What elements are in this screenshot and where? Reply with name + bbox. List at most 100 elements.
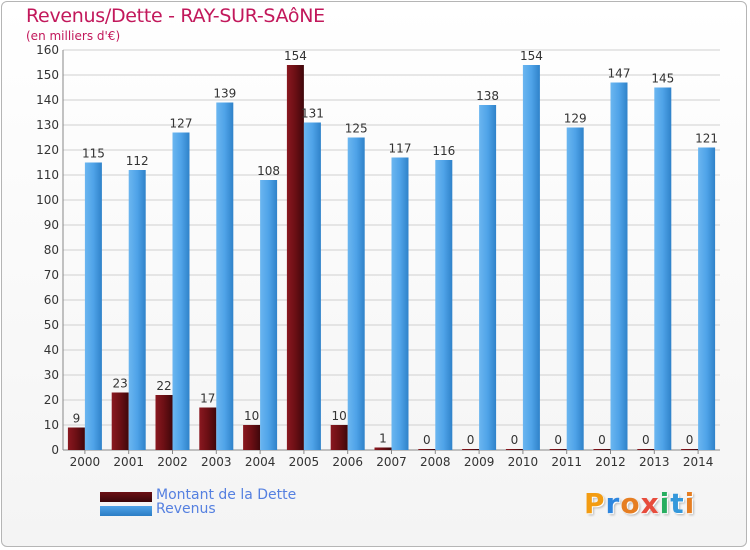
bar-revenue: [610, 82, 628, 450]
data-label-debt: 0: [423, 433, 431, 447]
data-label-revenue: 145: [651, 72, 674, 86]
y-tick-label: 20: [44, 393, 59, 407]
data-label-revenue: 147: [608, 67, 631, 81]
bar-debt: [330, 425, 348, 450]
bar-revenue: [347, 137, 365, 450]
bar-debt: [67, 427, 85, 450]
x-tick-label: 2010: [508, 455, 539, 469]
bar-debt: [243, 425, 261, 450]
proxiti-logo: Proxiti: [584, 487, 696, 520]
legend-label-debt: Montant de la Dette: [156, 487, 297, 503]
bar-debt: [111, 392, 129, 450]
bar-debt: [593, 449, 611, 450]
bar-revenue: [391, 157, 409, 450]
chart-title: Revenus/Dette - RAY-SUR-SAôNE: [26, 5, 325, 27]
data-label-debt: 23: [113, 377, 128, 391]
data-label-debt: 0: [554, 433, 562, 447]
y-tick-label: 40: [44, 343, 59, 357]
data-label-debt: 0: [642, 433, 650, 447]
data-label-debt: 10: [332, 409, 347, 423]
bar-debt: [462, 449, 480, 450]
y-tick-label: 50: [44, 318, 59, 332]
bar-revenue: [522, 65, 540, 450]
x-tick-label: 2013: [639, 455, 670, 469]
data-label-debt: 0: [686, 433, 694, 447]
x-tick-label: 2004: [245, 455, 276, 469]
x-tick-label: 2000: [70, 455, 101, 469]
data-label-revenue: 121: [695, 132, 718, 146]
bar-debt: [286, 65, 304, 450]
bar-revenue: [216, 102, 234, 450]
y-tick-label: 140: [36, 93, 59, 107]
x-tick-label: 2002: [157, 455, 188, 469]
data-label-revenue: 125: [345, 122, 368, 136]
data-label-revenue: 112: [126, 154, 149, 168]
y-tick-label: 0: [51, 443, 59, 457]
y-tick-label: 110: [36, 168, 59, 182]
data-label-revenue: 154: [520, 49, 543, 63]
legend-swatch-debt: [100, 492, 152, 502]
x-tick-label: 2001: [113, 455, 144, 469]
y-tick-label: 150: [36, 68, 59, 82]
y-tick-label: 90: [44, 218, 59, 232]
data-label-debt: 0: [467, 433, 475, 447]
bar-revenue: [566, 127, 584, 450]
y-tick-label: 70: [44, 268, 59, 282]
data-label-debt: 154: [284, 49, 307, 63]
x-tick-label: 2011: [551, 455, 582, 469]
bar-debt: [155, 395, 173, 450]
data-label-revenue: 129: [564, 112, 587, 126]
data-label-debt: 22: [156, 379, 171, 393]
bar-revenue: [435, 160, 453, 450]
data-label-debt: 0: [598, 433, 606, 447]
bar-revenue: [128, 170, 146, 450]
x-tick-label: 2008: [420, 455, 451, 469]
y-tick-label: 120: [36, 143, 59, 157]
y-tick-label: 60: [44, 293, 59, 307]
data-label-debt: 1: [379, 432, 387, 446]
data-label-revenue: 117: [389, 142, 412, 156]
y-tick-label: 100: [36, 193, 59, 207]
data-label-revenue: 139: [213, 87, 236, 101]
bar-debt: [374, 447, 392, 450]
bar-debt: [505, 449, 523, 450]
data-label-revenue: 116: [432, 144, 455, 158]
x-tick-label: 2009: [464, 455, 495, 469]
bar-debt: [681, 449, 699, 450]
data-label-revenue: 131: [301, 107, 324, 121]
bar-debt: [549, 449, 567, 450]
bar-debt: [637, 449, 655, 450]
bar-revenue: [698, 147, 716, 450]
y-tick-label: 10: [44, 418, 59, 432]
x-tick-label: 2014: [683, 455, 714, 469]
y-tick-label: 80: [44, 243, 59, 257]
x-tick-label: 2006: [332, 455, 363, 469]
x-tick-label: 2007: [376, 455, 407, 469]
legend-label-revenue: Revenus: [156, 501, 216, 517]
data-label-debt: 17: [200, 392, 215, 406]
data-label-debt: 0: [511, 433, 519, 447]
data-label-revenue: 138: [476, 89, 499, 103]
bar-revenue: [303, 122, 321, 450]
data-label-debt: 10: [244, 409, 259, 423]
y-tick-label: 30: [44, 368, 59, 382]
bar-revenue: [479, 105, 497, 450]
bar-debt: [418, 449, 436, 450]
data-label-revenue: 115: [82, 147, 105, 161]
x-tick-label: 2003: [201, 455, 232, 469]
bar-revenue: [260, 180, 278, 450]
data-label-revenue: 127: [170, 117, 193, 131]
legend-swatch-revenue: [100, 506, 152, 516]
chart-subtitle: (en milliers d'€): [26, 29, 121, 43]
x-tick-label: 2005: [289, 455, 320, 469]
bar-revenue: [654, 87, 672, 450]
y-tick-label: 160: [36, 43, 59, 57]
data-label-revenue: 108: [257, 164, 280, 178]
bar-revenue: [172, 132, 190, 450]
bar-debt: [199, 407, 217, 450]
x-tick-label: 2012: [595, 455, 626, 469]
data-label-debt: 9: [73, 412, 81, 426]
bar-revenue: [84, 162, 102, 450]
y-tick-label: 130: [36, 118, 59, 132]
